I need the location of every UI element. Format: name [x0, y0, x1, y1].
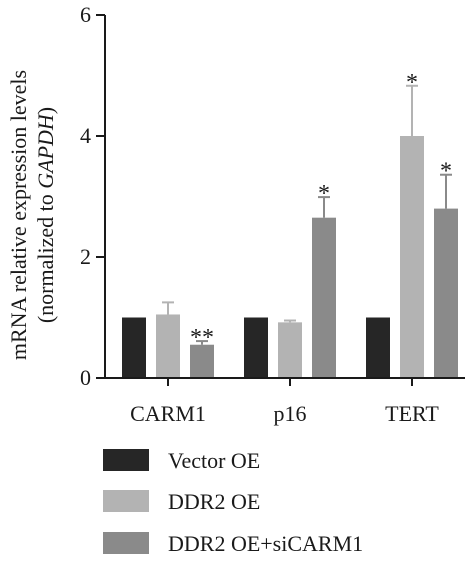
legend-label: Vector OE [168, 448, 260, 473]
bar [434, 208, 458, 378]
y-tick-label: 0 [80, 365, 91, 390]
significance-marker: * [406, 70, 418, 96]
x-axis-labels: CARM1 p16 TERT [130, 378, 439, 426]
x-tick-label: CARM1 [130, 401, 206, 426]
y-axis-ticks: 0 2 4 6 [80, 2, 105, 390]
y-axis-title-line2: (normalized to GAPDH) [33, 107, 58, 323]
y-tick-label: 6 [80, 2, 91, 27]
legend: Vector OE DDR2 OE DDR2 OE+siCARM1 [103, 448, 363, 556]
x-tick-label: p16 [274, 401, 307, 426]
bars: ***** [122, 70, 458, 378]
axes [104, 15, 465, 379]
y-tick-label: 4 [80, 123, 91, 148]
y-axis-title-line1: mRNA relative expression levels [6, 70, 31, 360]
legend-swatch [103, 532, 149, 554]
y-tick-label: 2 [80, 244, 91, 269]
significance-marker: * [318, 181, 330, 207]
legend-label: DDR2 OE [168, 489, 260, 514]
bar [122, 317, 146, 378]
bar [312, 217, 336, 378]
bar [244, 317, 268, 378]
bar [366, 317, 390, 378]
bar [156, 314, 180, 378]
significance-marker: ** [190, 325, 214, 351]
legend-label: DDR2 OE+siCARM1 [168, 531, 363, 556]
legend-swatch [103, 490, 149, 512]
legend-swatch [103, 449, 149, 471]
bar [400, 136, 424, 378]
bar [278, 322, 302, 378]
bar [190, 344, 214, 378]
x-tick-label: TERT [385, 401, 439, 426]
y-axis-title: mRNA relative expression levels (normali… [6, 70, 58, 360]
significance-marker: * [440, 159, 452, 185]
